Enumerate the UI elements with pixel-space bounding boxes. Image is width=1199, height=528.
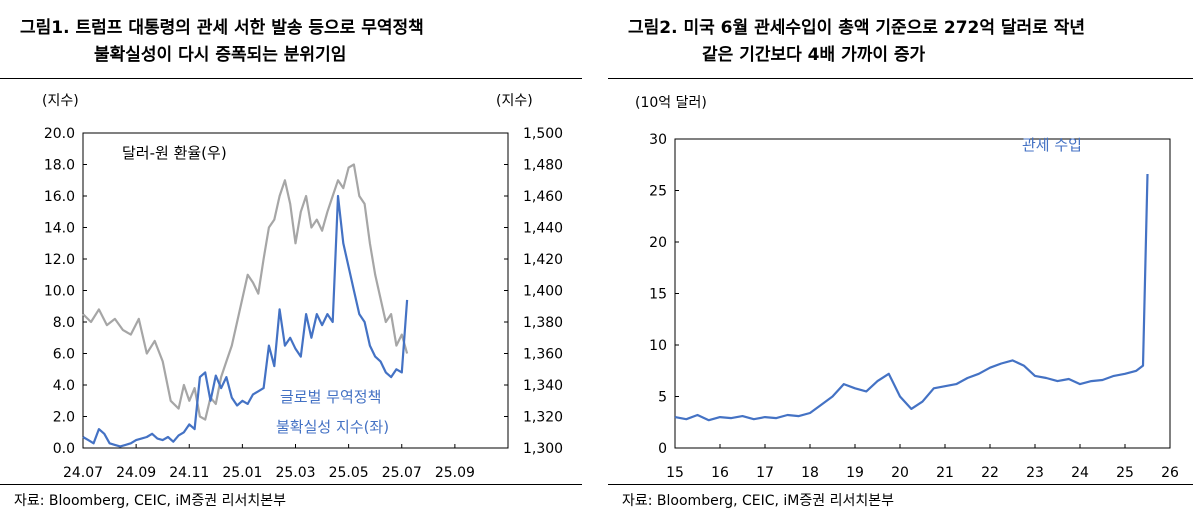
y-tick-label: 5 [658,390,667,406]
chart-2-svg: 0 5 10 15 20 25 30 15 16 17 18 19 20 21 22 23 24 25 26 (10억… [635,95,1179,481]
y-left-tick-label: 8.0 [53,315,75,331]
chart-title-2-line2: 같은 기간보다 4배 가까이 증가 [702,45,926,65]
y-left-tick-label: 14.0 [44,221,75,237]
x-tick-label: 25.07 [382,465,422,481]
source-note-1: 자료: Bloomberg, CEIC, iM증권 리서치본부 [14,493,286,509]
chart-title-1: 그림1. 트럼프 대통령의 관세 서한 발송 등으로 무역정책 불확실성이 다시… [20,15,424,69]
chart-title-2: 그림2. 미국 6월 관세수입이 총액 기준으로 272억 달러로 작년 같은 … [628,15,1085,69]
x-tick-label: 24.09 [116,465,156,481]
x-tick-label: 15 [666,465,684,481]
tpu-index-series-line [82,194,409,448]
y-tick-label: 20 [649,235,667,251]
x-tick-label: 18 [801,465,819,481]
chart-title-2-line1: 그림2. 미국 6월 관세수입이 총액 기준으로 272억 달러로 작년 [628,18,1086,38]
x-tick-label: 22 [981,465,999,481]
y-tick-label: 10 [649,338,667,354]
y-right-tick-label: 1,400 [523,284,563,300]
y-left-tick-label: 16.0 [44,189,75,205]
x-tick-label: 20 [891,465,909,481]
y-right-tick-label: 1,340 [523,378,563,394]
y-tick-label: 15 [649,287,667,303]
x-tick-label: 16 [711,465,729,481]
y-left-tick-label: 6.0 [53,347,75,363]
y-right-tick-label: 1,360 [523,347,563,363]
fx-rate-label: 달러-원 환율(우) [122,144,227,162]
y-left-unit: (지수) [42,93,79,109]
y-unit: (10억 달러) [635,95,707,111]
y-tick-label: 30 [649,132,667,148]
x-tick-label: 24.11 [169,465,209,481]
fx-rate-series-line [82,163,409,421]
y-right-tick-label: 1,300 [523,441,563,457]
y-right-tick-label: 1,380 [523,315,563,331]
source-overline-1 [0,484,582,485]
y-left-tick-label: 2.0 [53,410,75,426]
x-tick-label: 19 [846,465,864,481]
title-underline-1 [0,78,582,79]
x-tick-label: 25.03 [275,465,315,481]
chart-title-1-line2: 불확실성이 다시 증폭되는 분위기임 [94,45,347,65]
y-left-tick-label: 18.0 [44,158,75,174]
x-tick-label: 26 [1161,465,1179,481]
y-left-tick-label: 10.0 [44,284,75,300]
y-left-tick-label: 4.0 [53,378,75,394]
x-tick-label: 17 [756,465,774,481]
tariff-revenue-label: 관세 수입 [1022,136,1082,154]
x-tick-label: 25.01 [222,465,262,481]
x-tick-label: 23 [1026,465,1044,481]
x-tick-label: 25 [1116,465,1134,481]
source-note-2: 자료: Bloomberg, CEIC, iM증권 리서치본부 [622,493,894,509]
chart-1-svg: 0.0 2.0 4.0 6.0 8.0 10.0 12.0 14.0 16.0 18.0 20.0 1… [42,93,563,481]
y-right-tick-label: 1,460 [523,189,563,205]
chart-panel-1: 그림1. 트럼프 대통령의 관세 서한 발송 등으로 무역정책 불확실성이 다시… [0,0,590,528]
x-tick-label: 24.07 [63,465,103,481]
title-underline-2 [608,78,1193,79]
y-right-tick-label: 1,320 [523,410,563,426]
y-right-tick-label: 1,440 [523,221,563,237]
y-tick-label: 0 [658,441,667,457]
tpu-index-label-line1: 글로벌 무역정책 [280,388,381,406]
source-overline-2 [608,484,1193,485]
y-right-tick-label: 1,480 [523,158,563,174]
y-right-unit: (지수) [496,93,533,109]
y-left-tick-label: 12.0 [44,252,75,268]
y-right-tick-label: 1,420 [523,252,563,268]
y-left-tick-label: 20.0 [44,126,75,142]
x-tick-label: 25.09 [435,465,475,481]
x-tick-label: 24 [1071,465,1089,481]
y-left-tick-label: 0.0 [53,441,75,457]
tpu-index-label-line2: 불확실성 지수(좌) [276,418,389,436]
x-tick-label: 25.05 [329,465,369,481]
chart-panel-2: 그림2. 미국 6월 관세수입이 총액 기준으로 272억 달러로 작년 같은 … [608,0,1199,528]
chart-title-1-line1: 그림1. 트럼프 대통령의 관세 서한 발송 등으로 무역정책 [20,18,424,38]
y-right-tick-label: 1,500 [523,126,563,142]
y-tick-label: 25 [649,184,667,200]
x-tick-label: 21 [936,465,954,481]
tariff-revenue-series-line [674,173,1149,422]
